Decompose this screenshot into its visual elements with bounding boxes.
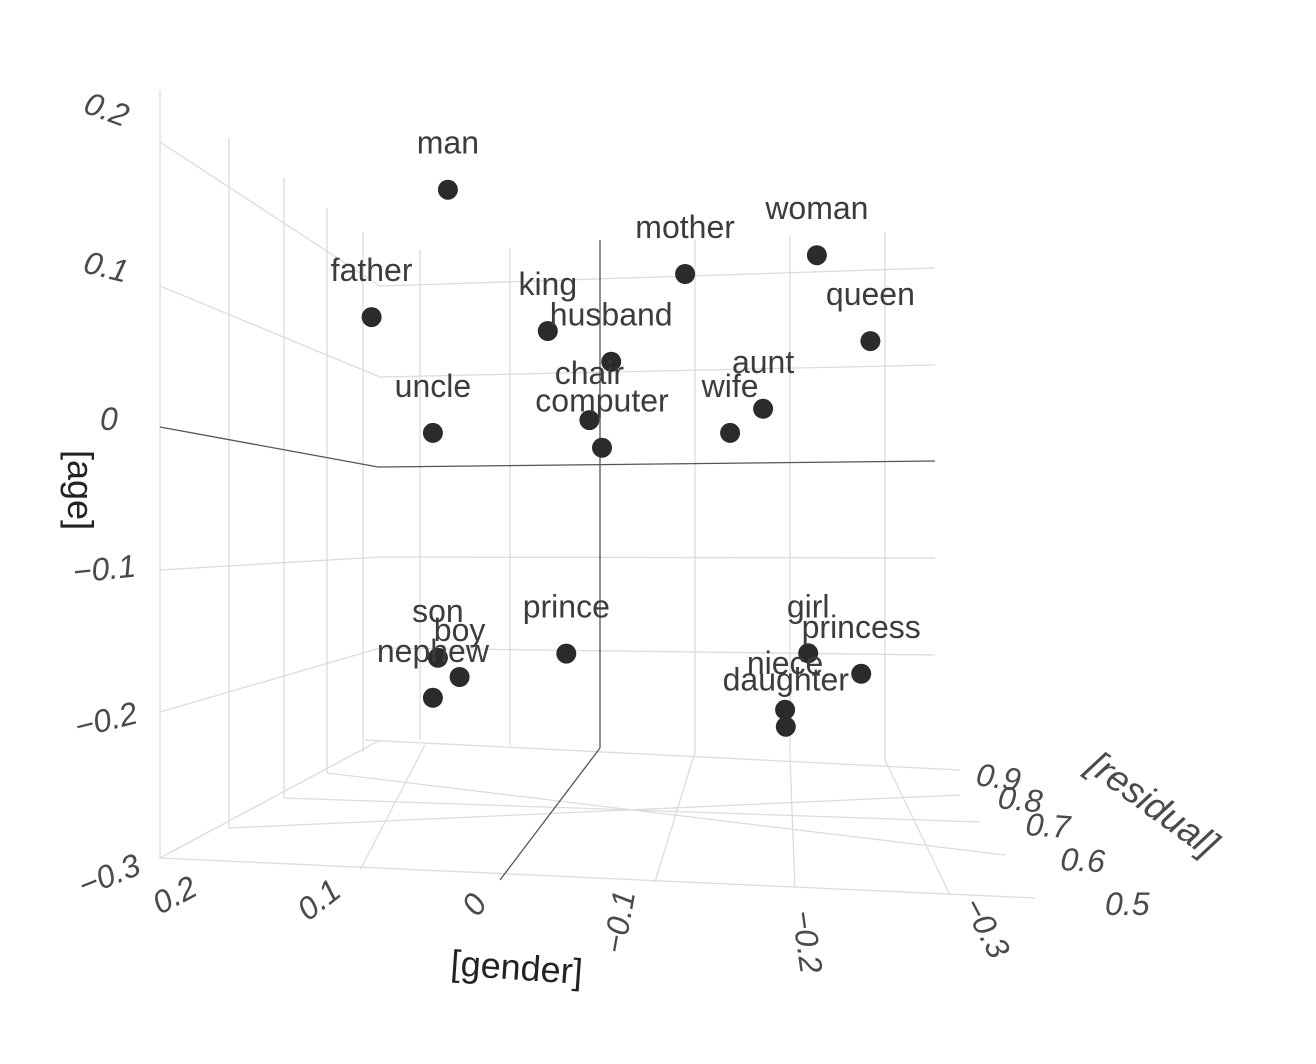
age-tick-3: −0.1	[71, 548, 138, 590]
point-man	[437, 179, 458, 200]
label-husband: husband	[550, 297, 673, 333]
point-prince	[556, 643, 577, 664]
age-tick-0: 0.2	[80, 85, 134, 134]
gender-tick-3: −0.1	[596, 888, 642, 956]
residual-tick-2: 0.7	[1025, 806, 1073, 845]
point-queen	[860, 331, 881, 352]
point-girl	[798, 643, 819, 664]
point-king	[537, 321, 558, 341]
zero-lines	[159, 240, 936, 881]
residual-tick-labels: 0.9 0.8 0.7 0.6 0.5	[974, 756, 1150, 922]
label-girl: girl	[787, 588, 830, 624]
point-husband	[601, 351, 622, 372]
label-woman: woman	[764, 190, 868, 226]
label-mother: mother	[635, 209, 735, 245]
label-niece: niece	[747, 645, 824, 681]
age-axis-title: [age]	[60, 450, 101, 530]
point-niece	[775, 699, 796, 720]
label-man: man	[417, 125, 479, 161]
point-wife	[720, 422, 741, 443]
age-tick-2: 0	[100, 401, 118, 437]
label-chair: chair	[555, 355, 625, 391]
label-aunt: aunt	[732, 344, 794, 380]
residual-tick-4: 0.5	[1105, 886, 1150, 922]
point-computer	[592, 437, 612, 458]
gender-tick-0: 0.2	[146, 868, 202, 921]
point-nephew	[422, 687, 443, 708]
point-daughter	[775, 716, 796, 737]
label-boy: boy	[434, 612, 486, 648]
gender-axis-title: [gender]	[449, 942, 584, 992]
gender-tick-2: 0	[454, 887, 494, 922]
point-father	[361, 307, 382, 328]
point-son	[427, 647, 448, 668]
gender-tick-5: −0.3	[956, 891, 1018, 964]
label-wife: wife	[701, 368, 759, 404]
gender-tick-1: 0.1	[290, 872, 347, 928]
label-daughter: daughter	[723, 662, 850, 698]
label-son: son	[412, 593, 464, 629]
point-woman	[806, 245, 827, 266]
residual-tick-3: 0.6	[1060, 841, 1107, 879]
residual-tick-0: 0.9	[974, 756, 1023, 798]
label-uncle: uncle	[395, 368, 472, 404]
data-points	[361, 179, 881, 737]
age-tick-4: −0.2	[71, 695, 141, 745]
label-father: father	[331, 252, 413, 288]
point-uncle	[422, 422, 443, 443]
residual-tick-1: 0.8	[996, 779, 1044, 819]
point-mother	[675, 264, 696, 284]
point-aunt	[753, 398, 774, 419]
label-king: king	[518, 266, 577, 302]
age-tick-1: 0.1	[80, 244, 132, 290]
label-computer: computer	[535, 383, 669, 419]
gender-tick-4: −0.2	[785, 908, 829, 976]
back-wall-grid	[159, 90, 381, 858]
data-labels: man woman mother father king queen husband aunt…	[331, 125, 921, 698]
label-prince: prince	[523, 589, 610, 625]
point-boy	[449, 667, 470, 687]
point-princess	[851, 663, 872, 684]
floor-grid	[159, 739, 1036, 899]
age-tick-5: −0.3	[73, 846, 145, 903]
label-princess: princess	[802, 609, 921, 645]
point-chair	[579, 410, 600, 431]
label-queen: queen	[826, 276, 915, 312]
side-wall-grid	[364, 232, 961, 771]
label-nephew: nephew	[377, 633, 490, 669]
